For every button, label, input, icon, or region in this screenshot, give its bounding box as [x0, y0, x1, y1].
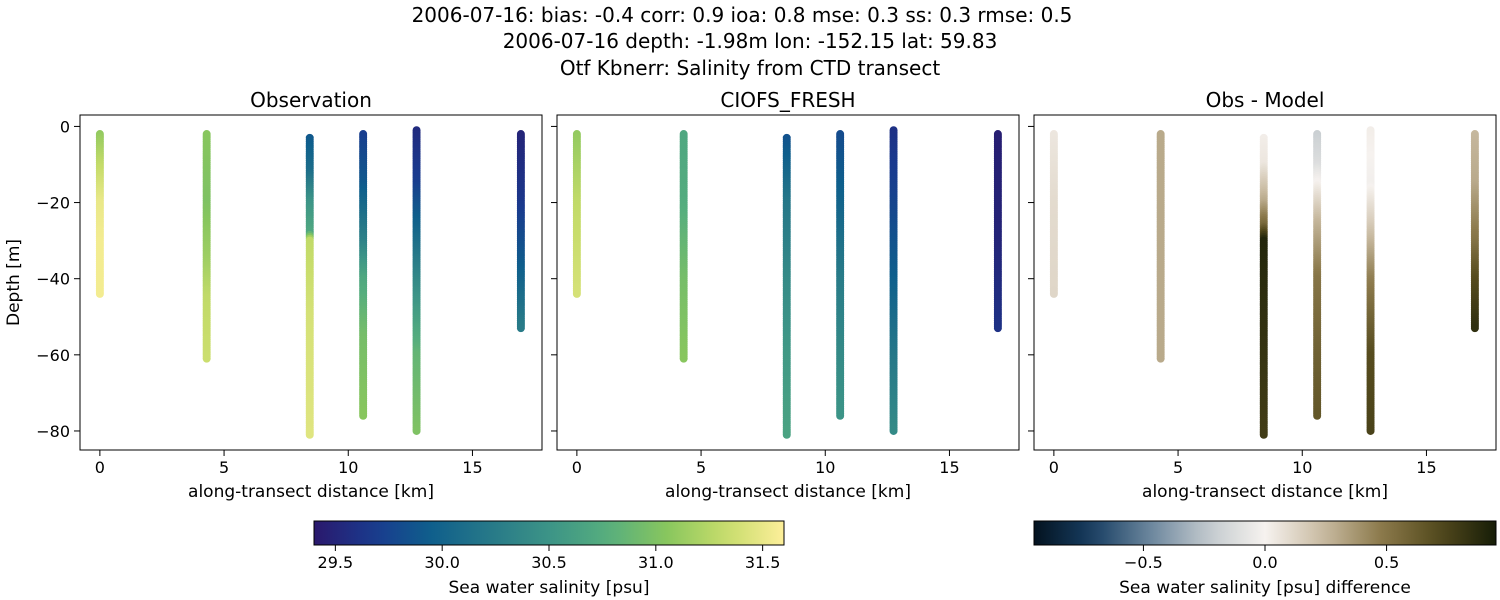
panel-title: CIOFS_FRESH: [720, 88, 855, 112]
x-tick-label: 15: [462, 458, 482, 477]
scatter-points: [572, 126, 1002, 439]
x-tick-label: 15: [1416, 458, 1436, 477]
data-point: [1049, 289, 1058, 298]
y-tick-label: −20: [36, 194, 70, 213]
data-point: [1259, 430, 1268, 439]
data-point: [782, 430, 791, 439]
profile-3: [782, 133, 791, 439]
profile-4: [1313, 130, 1322, 420]
scatter-points: [1049, 126, 1479, 439]
data-point: [679, 354, 688, 363]
colorbar-2: −0.5 0.0 0.5 Sea water salinity [psu] diffe…: [1033, 520, 1497, 598]
data-point: [1470, 324, 1479, 333]
x-tick-label: 15: [939, 458, 959, 477]
y-axis-label: Depth [m]: [4, 239, 24, 326]
profile-2: [679, 130, 688, 363]
profile-5: [1366, 126, 1375, 435]
axes-frame: [1033, 114, 1497, 451]
figure-title: 2006-07-16: bias: -0.4 corr: 0.9 ioa: 0.…: [412, 3, 1073, 80]
colorbar-tick-label: −0.5: [1124, 553, 1163, 572]
profile-1: [1049, 130, 1058, 298]
x-axis-label: along-transect distance [km]: [1142, 482, 1388, 502]
profile-4: [359, 130, 368, 420]
data-point: [516, 324, 525, 333]
panel-title: Obs - Model: [1206, 88, 1325, 112]
axes-frame: [79, 114, 543, 451]
x-tick-label: 10: [338, 458, 358, 477]
data-point: [1366, 426, 1375, 435]
profile-2: [1156, 130, 1165, 363]
panel-2: CIOFS_FRESH 0 5 10 15 along-transect distance…: [551, 88, 1020, 502]
colorbar-tick-label: 30.0: [424, 553, 460, 572]
x-tick-label: 5: [696, 458, 706, 477]
scatter-points: [95, 126, 525, 439]
profile-4: [836, 130, 845, 420]
colorbar-tick-label: 31.5: [745, 553, 781, 572]
title-line-2: 2006-07-16 depth: -1.98m lon: -152.15 la…: [503, 29, 998, 53]
data-point: [202, 354, 211, 363]
data-point: [1313, 411, 1322, 420]
data-point: [572, 289, 581, 298]
profile-3: [305, 133, 314, 439]
x-tick-label: 5: [219, 458, 229, 477]
data-point: [889, 426, 898, 435]
profile-2: [202, 130, 211, 363]
profile-1: [572, 130, 581, 298]
x-axis-label: along-transect distance [km]: [188, 482, 434, 502]
panel-3: Obs - Model 0 5 10 15 along-transect distance…: [1028, 88, 1497, 502]
colorbar-tick-label: 29.5: [318, 553, 354, 572]
data-point: [305, 430, 314, 439]
data-point: [412, 426, 421, 435]
data-point: [1156, 354, 1165, 363]
profile-5: [412, 126, 421, 435]
profile-1: [95, 130, 104, 298]
data-point: [95, 289, 104, 298]
colorbar-gradient: [313, 520, 785, 546]
profile-6: [1470, 130, 1479, 333]
x-tick-label: 0: [572, 458, 582, 477]
profile-6: [993, 130, 1002, 333]
data-point: [993, 324, 1002, 333]
colorbar-label: Sea water salinity [psu]: [449, 578, 650, 598]
title-line-3: Otf Kbnerr: Salinity from CTD transect: [560, 56, 941, 80]
x-tick-label: 10: [815, 458, 835, 477]
profile-3: [1259, 133, 1268, 439]
x-tick-label: 10: [1292, 458, 1312, 477]
y-tick-label: 0: [60, 117, 70, 136]
axes-frame: [556, 114, 1020, 451]
y-tick-label: −80: [36, 422, 70, 441]
panel-1: Observation 0 5 10 15 0 −20 −40 −60 −80 along-tran…: [4, 88, 543, 502]
colorbar-tick-label: 31.0: [638, 553, 674, 572]
profile-6: [516, 130, 525, 333]
profile-5: [889, 126, 898, 435]
title-line-1: 2006-07-16: bias: -0.4 corr: 0.9 ioa: 0.…: [412, 3, 1073, 27]
colorbar-gradient: [1033, 520, 1497, 546]
colorbar-label: Sea water salinity [psu] difference: [1119, 578, 1411, 598]
colorbar-tick-label: 30.5: [531, 553, 567, 572]
data-point: [836, 411, 845, 420]
colorbar-1: 29.5 30.0 30.5 31.0 31.5 Sea water salinity […: [313, 520, 785, 598]
colorbar-tick-label: 0.5: [1374, 553, 1399, 572]
x-tick-label: 5: [1173, 458, 1183, 477]
colorbar-tick-label: 0.0: [1252, 553, 1277, 572]
x-tick-label: 0: [95, 458, 105, 477]
data-point: [359, 411, 368, 420]
y-tick-label: −40: [36, 270, 70, 289]
panel-title: Observation: [250, 88, 372, 112]
x-axis-label: along-transect distance [km]: [665, 482, 911, 502]
x-tick-label: 0: [1049, 458, 1059, 477]
y-tick-label: −60: [36, 346, 70, 365]
